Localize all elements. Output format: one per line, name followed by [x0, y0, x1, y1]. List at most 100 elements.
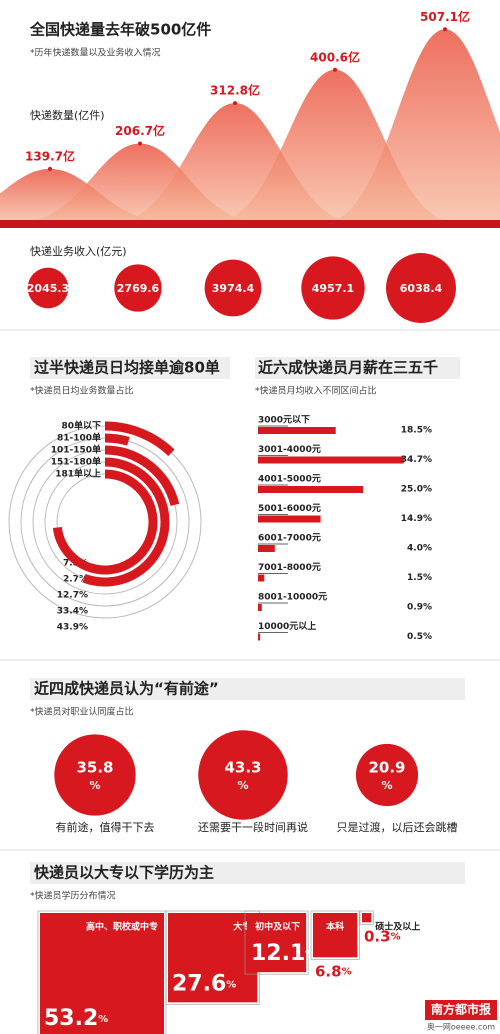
value: 12.1 [251, 941, 305, 966]
unit: % [98, 1014, 108, 1025]
arc [52, 469, 158, 575]
square [168, 913, 258, 1003]
value-label: 27.6% [172, 971, 236, 996]
bubble [355, 743, 419, 807]
subtitle: *快递员学历分布情况 [30, 890, 116, 902]
subtitle: *快递员日均业务数量占比 [30, 385, 134, 397]
category-label: 高中、职校或中专 [86, 921, 158, 933]
category-label: 81-100单 [57, 432, 101, 444]
revenue-circle [386, 253, 456, 323]
value-label: 20.9 [368, 759, 405, 777]
title: 过半快递员日均接单逾80单 [34, 359, 220, 377]
square-frame [244, 910, 309, 975]
category-label: 3001-4000元 [258, 444, 321, 455]
category-label: 80单以下 [61, 420, 101, 432]
arc-track [8, 425, 202, 619]
category-label: 有前途，值得干下去 [56, 820, 155, 834]
value-label: 507.1亿 [420, 9, 470, 24]
category-label: 还需要干一段时间再说 [198, 820, 308, 834]
peak-dot [138, 141, 142, 146]
revenue-circle [114, 264, 162, 312]
category-label: 初中及以下 [255, 921, 300, 933]
value-label: 6038.4 [400, 282, 443, 295]
value-label: 3974.4 [212, 282, 255, 295]
bar [258, 574, 265, 582]
value: 6.8 [315, 962, 342, 980]
peak-dot [233, 101, 237, 106]
logo: 南方都市报 [431, 1002, 491, 1017]
value: 53.2 [44, 1006, 98, 1031]
bar [258, 633, 261, 641]
bar [258, 515, 321, 523]
subtitle: *快递员对职业认同度占比 [30, 706, 134, 718]
value-label: 0.9% [407, 603, 432, 613]
arc [104, 445, 180, 507]
square [247, 913, 307, 973]
category-label: 硕士及以上 [375, 921, 420, 933]
value-label: 34.7% [401, 455, 432, 465]
value-label: 0.5% [407, 632, 432, 642]
value-label: 312.8亿 [210, 83, 260, 98]
unit: % [226, 979, 236, 990]
header-band [30, 678, 465, 700]
subtitle: *历年快递数量以及业务收入情况 [30, 47, 161, 59]
bar [258, 604, 262, 611]
revenue-circle [301, 256, 365, 320]
arc [82, 457, 170, 587]
bubble [198, 730, 288, 820]
title: 快递员以大专以下学历为主 [34, 864, 214, 882]
axis-label: 快递数量(亿件) [30, 108, 105, 122]
category-label: 4001-5000元 [258, 474, 321, 485]
category-label: 10000元以上 [258, 620, 316, 632]
value-label: 0.3% [364, 927, 401, 945]
header-band [255, 357, 460, 379]
peak-dot [333, 67, 337, 72]
arc [104, 433, 130, 446]
value-label: 139.7亿 [25, 148, 75, 163]
category-label: 7001-8000元 [258, 562, 321, 573]
value-label: 2.7% [63, 575, 88, 585]
site: 奥一网oeeee.com [427, 1022, 495, 1032]
peak-dot [48, 166, 52, 171]
unit: % [305, 949, 315, 960]
revenue-circle [204, 259, 262, 317]
unit: % [381, 779, 392, 792]
logo-box [425, 1000, 497, 1020]
wave [325, 29, 500, 222]
category-label: 本科 [326, 921, 344, 933]
arc [104, 421, 175, 457]
value-label: 25.0% [401, 485, 432, 495]
category-label: 只是过渡，以后还会跳槽 [337, 820, 458, 834]
wave-base [0, 220, 500, 228]
category-label: 151-180单 [51, 456, 101, 468]
value-label: 4957.1 [312, 282, 354, 295]
category-label: 6001-7000元 [258, 533, 321, 544]
value: 27.6 [172, 971, 226, 996]
square [362, 913, 372, 923]
category-label: 8001-10000元 [258, 592, 327, 603]
bar [258, 427, 336, 434]
unit: % [89, 779, 100, 792]
value-label: 2769.6 [117, 282, 160, 295]
square-frame [359, 910, 374, 925]
value-label: 14.9% [401, 514, 432, 524]
unit: % [342, 966, 352, 977]
revenue-circle [27, 267, 69, 309]
value-label: 12.1% [251, 941, 315, 966]
value-label: 4.0% [407, 544, 432, 554]
value-label: 43.9% [57, 623, 88, 633]
value-label: 400.6亿 [310, 49, 360, 64]
value: 0.3 [364, 927, 391, 945]
unit: % [391, 931, 401, 942]
bar [258, 545, 275, 552]
header-band [30, 862, 465, 884]
value-label: 53.2% [44, 1006, 108, 1031]
category-label: 大专 [233, 921, 251, 933]
title: 全国快递量去年破500亿件 [29, 21, 211, 39]
value-label: 43.3 [224, 759, 261, 777]
category-label: 181单以上 [55, 468, 101, 480]
value-label: 18.5% [401, 426, 432, 436]
